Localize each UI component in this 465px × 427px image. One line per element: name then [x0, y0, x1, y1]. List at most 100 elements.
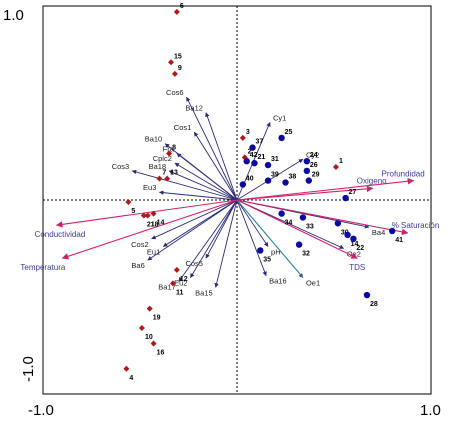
species-arrow-ph [236, 199, 269, 247]
site-label: 40 [246, 175, 254, 182]
site-label: 21 [147, 222, 155, 229]
site-marker-diamond [140, 212, 147, 219]
site-marker-circle [278, 210, 285, 217]
species-arrow-cos2 [151, 199, 238, 240]
site-label: 16 [157, 350, 165, 357]
site-marker-diamond [332, 164, 339, 171]
axis-ticks: 1.0 -1.0 -1.0 1.0 [3, 7, 441, 419]
site-label: 11 [176, 289, 184, 296]
site-marker-diamond [166, 150, 173, 157]
species-arrow-cos3 [131, 169, 238, 201]
site-label: 35 [263, 256, 271, 263]
site-marker-circle [239, 181, 247, 188]
site-label: 41 [395, 237, 403, 244]
site-label: 22 [356, 245, 364, 252]
species-label: Eu2 [174, 279, 187, 288]
site-label: 28 [370, 301, 378, 308]
species-arrow-ba6 [147, 199, 238, 261]
site-marker-circle [305, 177, 312, 184]
species-label: Ba17 [158, 282, 176, 291]
species-arrow-cos5 [205, 199, 238, 259]
species-label: Cy2 [306, 150, 319, 159]
site-label: 12 [180, 276, 188, 283]
species-label: Eu1 [147, 248, 160, 257]
environment-arrows: Conductividad Temperatura OxigenoProfundid… [20, 170, 439, 278]
x-tick-right: 1.0 [420, 402, 441, 419]
env-arrow-conductividad [55, 199, 238, 228]
site-marker-diamond [150, 340, 157, 347]
site-marker-diamond [173, 266, 180, 273]
species-arrow-cos6 [186, 96, 238, 201]
site-marker-circle [342, 194, 349, 202]
species-arrow-ba16 [236, 199, 267, 277]
site-label: 1 [339, 158, 343, 165]
species-label: Cplc2 [153, 154, 172, 163]
site-marker-circle [251, 159, 258, 167]
species-arrow-cplc2 [174, 162, 238, 201]
species-label: Cos5 [185, 259, 203, 268]
y-tick-top: 1.0 [3, 7, 24, 24]
site-marker-circle [282, 179, 289, 186]
species-label: Oe1 [306, 279, 320, 288]
species-label: Ba12 [185, 104, 203, 113]
site-label: 7 [162, 170, 166, 177]
y-tick-bottom: -1.0 [20, 356, 37, 382]
species-label: Cos1 [174, 123, 192, 132]
site-marker-diamond [156, 175, 163, 182]
species-arrow-ba12 [205, 112, 238, 201]
env-label: Profundidad [382, 170, 425, 179]
site-label: 3 [246, 129, 250, 136]
x-tick-left: -1.0 [28, 402, 54, 419]
species-label: Fra [163, 144, 175, 153]
site-label: 42 [250, 152, 258, 159]
site-label: 14 [351, 241, 359, 248]
species-label: Eu3 [143, 183, 156, 192]
site-marker-circle [334, 220, 342, 227]
site-marker-diamond [239, 134, 246, 141]
site-label: 21 [257, 154, 265, 161]
site-label: 32 [302, 251, 310, 258]
site-marker-circle [243, 158, 250, 165]
site-marker-circle [389, 227, 396, 235]
env-arrow-temperatura [61, 199, 238, 260]
env-label: Conductividad [35, 230, 86, 239]
site-label: 37 [256, 139, 264, 146]
site-label: 27 [349, 189, 357, 196]
site-marker-circle [303, 167, 311, 175]
site-label: 8 [172, 144, 176, 151]
species-label: Cy1 [273, 113, 286, 122]
species-arrow-ba18 [168, 170, 238, 201]
site-label: 4 [129, 375, 133, 382]
site-label: 6 [180, 3, 184, 10]
site-marker-diamond [125, 198, 132, 205]
site-marker-circle [264, 177, 272, 184]
env-arrow-profundidad [236, 177, 415, 201]
site-label: 31 [271, 156, 279, 163]
site-label: 26 [310, 162, 318, 169]
env-arrow-teal [236, 199, 304, 278]
species-label: Cos2 [131, 240, 149, 249]
site-marker-diamond [173, 8, 180, 15]
site-label: 9 [178, 65, 182, 72]
site-label: 25 [285, 129, 293, 136]
species-label: Ba15 [195, 288, 213, 297]
species-label: Ba18 [149, 162, 167, 171]
site-label: 15 [174, 53, 182, 60]
site-label: 18 [151, 222, 159, 229]
env-label: TDS [349, 263, 365, 272]
site-marker-diamond [150, 210, 157, 217]
species-label: Cos3 [112, 162, 130, 171]
site-label: 10 [145, 334, 153, 341]
site-marker-diamond [164, 175, 171, 182]
site-marker-diamond [144, 212, 151, 219]
site-marker-diamond [123, 365, 130, 372]
site-label: 29 [312, 172, 320, 179]
site-label: 24 [310, 152, 318, 159]
site-marker-circle [249, 144, 256, 151]
species-label: Ba16 [269, 277, 287, 286]
site-label: 2 [248, 148, 252, 155]
site-marker-circle [299, 214, 307, 221]
site-marker-diamond [169, 280, 176, 287]
site-label: 14 [157, 220, 165, 227]
